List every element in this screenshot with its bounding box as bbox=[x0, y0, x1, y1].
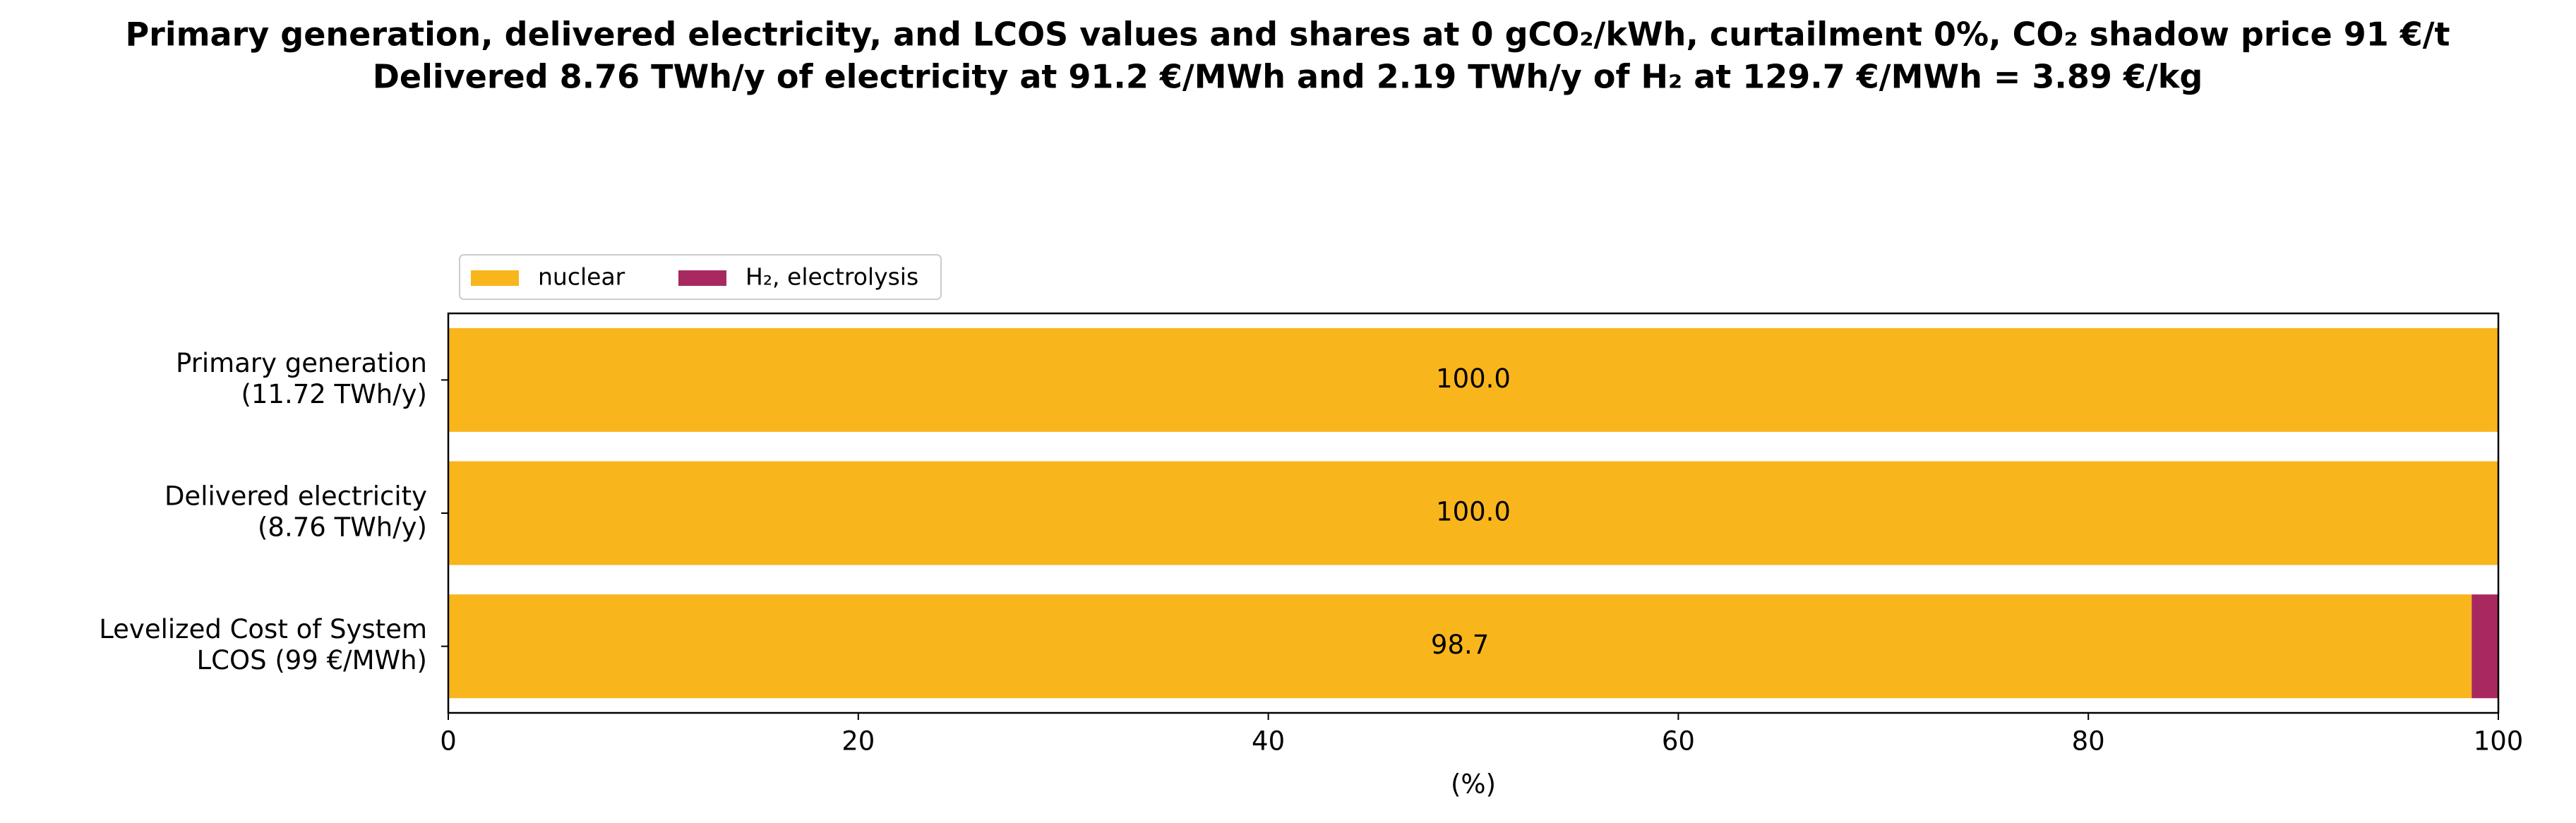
x-tick-label: 0 bbox=[440, 726, 457, 757]
x-tick-label: 20 bbox=[841, 726, 875, 757]
bar-segment bbox=[448, 461, 2498, 565]
legend-label: H₂, electrolysis bbox=[745, 263, 918, 291]
y-tick-label: Levelized Cost of System bbox=[99, 614, 427, 644]
x-tick-label: 40 bbox=[1252, 726, 1285, 757]
x-tick-label: 100 bbox=[2474, 726, 2524, 757]
data-label: 100.0 bbox=[1436, 364, 1511, 394]
bar-segment bbox=[448, 594, 2472, 699]
bar-segment bbox=[2472, 594, 2498, 699]
x-axis-label: (%) bbox=[1451, 769, 1496, 800]
legend-swatch bbox=[678, 270, 726, 286]
x-tick-label: 60 bbox=[1662, 726, 1695, 757]
legend-swatch bbox=[471, 270, 519, 286]
y-tick-label: Delivered electricity bbox=[164, 481, 427, 512]
y-tick-label: Primary generation bbox=[176, 348, 427, 378]
y-tick-label: (8.76 TWh/y) bbox=[258, 512, 427, 543]
bar-segment bbox=[448, 328, 2498, 432]
y-tick-label: (11.72 TWh/y) bbox=[241, 379, 427, 409]
plot-frame bbox=[447, 312, 2500, 714]
data-label: 100.0 bbox=[1436, 497, 1511, 527]
chart-title: Primary generation, delivered electricit… bbox=[125, 16, 2450, 54]
legend-label: nuclear bbox=[538, 263, 625, 291]
data-label: 98.7 bbox=[1431, 630, 1489, 660]
chart-subtitle: Delivered 8.76 TWh/y of electricity at 9… bbox=[373, 58, 2203, 96]
y-tick-label: LCOS (99 €/MWh) bbox=[197, 645, 428, 675]
x-tick-label: 80 bbox=[2072, 726, 2105, 757]
